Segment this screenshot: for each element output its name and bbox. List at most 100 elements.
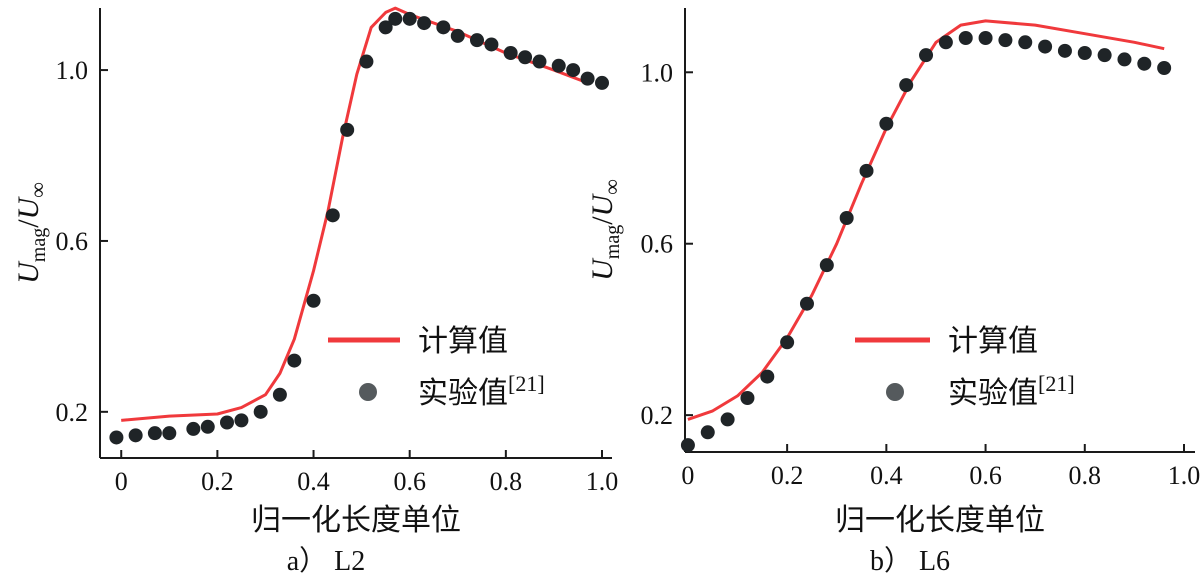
- experimental-point: [1057, 43, 1072, 58]
- experimental-point: [978, 31, 993, 45]
- experimental-point: [595, 75, 609, 90]
- legend-label-experimental: 实验值[21]: [948, 371, 1075, 410]
- x-tick-label: 0.2: [771, 461, 804, 490]
- experimental-point: [839, 211, 854, 225]
- x-tick-label: 0.8: [1069, 461, 1102, 490]
- y-axis-title-slash: /: [12, 219, 45, 228]
- y-axis-title-slash: /: [586, 216, 619, 225]
- experimental-point: [1038, 39, 1053, 54]
- y-axis-title-main: U: [12, 260, 45, 284]
- computed-series-line: [121, 6, 589, 422]
- experimental-point: [740, 391, 755, 405]
- y-axis-title: Umag/U∞: [12, 182, 50, 284]
- y-tick-label: 1.0: [56, 56, 89, 85]
- y-axis-title-den-sub: ∞: [599, 179, 624, 195]
- y-axis-title-den-sub: ∞: [25, 182, 50, 198]
- experimental-point: [220, 415, 234, 430]
- experimental-point: [518, 50, 533, 65]
- experimental-point: [147, 426, 162, 441]
- experimental-point: [700, 425, 715, 440]
- experimental-point: [450, 28, 465, 43]
- experimental-point: [998, 33, 1013, 48]
- experimental-point: [859, 163, 874, 178]
- experimental-point: [680, 438, 695, 453]
- y-tick-label: 0.6: [641, 230, 674, 259]
- y-axis-title-main: U: [586, 257, 619, 281]
- experimental-point: [580, 71, 595, 86]
- experimental-point: [899, 78, 914, 93]
- y-axis-title-den: U: [586, 192, 619, 216]
- experimental-point: [1117, 52, 1132, 67]
- experimental-point: [760, 369, 775, 384]
- legend-marker-swatch: [359, 383, 377, 401]
- experimental-point: [819, 258, 834, 273]
- experimental-point: [378, 20, 393, 35]
- experimental-point: [272, 387, 287, 402]
- experimental-point: [359, 54, 374, 69]
- experimental-point: [1077, 46, 1092, 60]
- experimental-point: [234, 413, 249, 428]
- experimental-point: [306, 293, 321, 308]
- experimental-point: [919, 48, 934, 63]
- experimental-point: [388, 11, 403, 26]
- y-tick-label: 0.2: [641, 401, 674, 430]
- legend-label-computed: 计算值: [948, 325, 1038, 358]
- experimental-point: [1097, 48, 1112, 63]
- y-tick-label: 0.2: [56, 398, 89, 427]
- x-tick-label: 0: [115, 467, 128, 496]
- experimental-point: [720, 412, 735, 427]
- experimental-point: [162, 426, 177, 441]
- experimental-point: [325, 208, 340, 223]
- experimental-point: [186, 421, 201, 436]
- experimental-point: [1137, 56, 1152, 71]
- experimental-point: [340, 122, 355, 137]
- x-tick-label: 0.6: [393, 467, 426, 496]
- y-axis-title-sub: mag: [602, 225, 624, 259]
- experimental-point: [1157, 61, 1172, 75]
- x-tick-label: 1.0: [1168, 461, 1200, 490]
- legend-label-computed: 计算值: [418, 325, 508, 358]
- experimental-point: [780, 335, 795, 350]
- experimental-point: [958, 31, 973, 45]
- x-axis-title: 归一化长度单位: [835, 504, 1045, 537]
- experimental-point: [109, 430, 124, 445]
- experimental-point: [436, 20, 451, 35]
- experimental-point: [470, 33, 484, 48]
- x-tick-label: 0.4: [870, 461, 903, 490]
- legend-label-experimental: 实验值[21]: [418, 371, 545, 410]
- experimental-point: [200, 419, 215, 434]
- experimental-point: [128, 428, 143, 443]
- computed-series-line: [687, 19, 1165, 421]
- x-tick-label: 1.0: [586, 467, 619, 496]
- chart-caption: a） L2: [287, 545, 366, 577]
- experimental-point: [532, 54, 547, 69]
- y-tick-label: 0.6: [56, 227, 89, 256]
- x-tick-label: 0.6: [969, 461, 1002, 490]
- y-tick-label: 1.0: [641, 58, 674, 87]
- experimental-point: [417, 16, 432, 31]
- y-axis-title: Umag/U∞: [586, 179, 624, 281]
- x-tick-label: 0.2: [201, 467, 234, 496]
- x-tick-label: 0.4: [297, 467, 330, 496]
- experimental-point: [484, 37, 499, 52]
- legend-marker-swatch: [886, 383, 904, 401]
- experimental-point: [1018, 35, 1033, 50]
- legend-citation: [21]: [1038, 371, 1075, 396]
- x-axis-title: 归一化长度单位: [251, 504, 461, 537]
- x-tick-label: 0.8: [490, 467, 523, 496]
- experimental-point: [503, 45, 518, 60]
- experimental-point: [551, 58, 566, 73]
- chart-caption: b） L6: [870, 545, 950, 577]
- experimental-point: [287, 353, 302, 368]
- legend-citation: [21]: [508, 371, 545, 396]
- chart-panel-l2: 0 0.2 0.4 0.6 0.8 1.00.20.61.0计算值实验值[21]Umag/…: [12, 6, 619, 577]
- y-axis-title-sub: mag: [28, 228, 50, 262]
- y-axis-title-den: U: [12, 195, 45, 219]
- experimental-point: [253, 404, 268, 419]
- x-tick-label: 0: [681, 461, 694, 490]
- experimental-point: [879, 116, 894, 131]
- experimental-point: [938, 35, 953, 50]
